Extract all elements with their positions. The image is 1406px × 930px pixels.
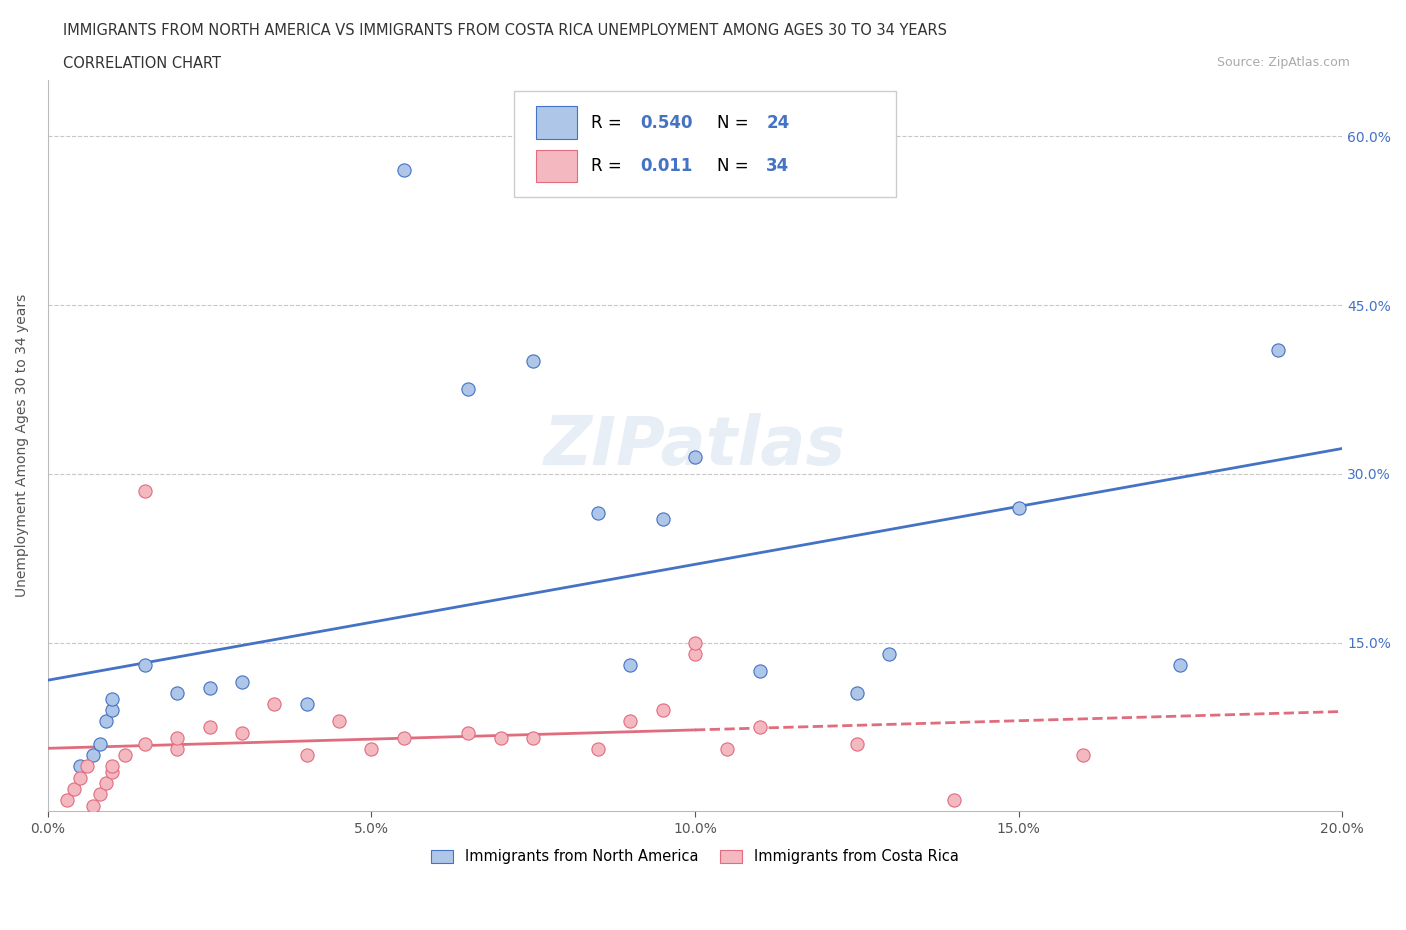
Point xyxy=(166,742,188,757)
Text: N =: N = xyxy=(717,157,754,176)
Point xyxy=(457,725,479,740)
Point xyxy=(231,725,253,740)
Text: ZIPatlas: ZIPatlas xyxy=(544,413,846,479)
Point xyxy=(683,646,706,661)
Point xyxy=(62,781,84,796)
Point xyxy=(134,484,156,498)
Text: R =: R = xyxy=(592,157,627,176)
Point xyxy=(295,748,318,763)
Point xyxy=(651,703,673,718)
Bar xyxy=(536,150,578,182)
Point xyxy=(877,646,900,661)
Point xyxy=(683,449,706,464)
FancyBboxPatch shape xyxy=(513,91,896,197)
Point xyxy=(89,737,111,751)
Point xyxy=(82,798,104,813)
Point xyxy=(360,742,382,757)
Point xyxy=(114,748,136,763)
Point xyxy=(845,685,868,700)
Point xyxy=(392,163,415,178)
Point xyxy=(166,731,188,746)
Point xyxy=(89,787,111,802)
Point xyxy=(619,714,641,729)
Point xyxy=(942,792,965,807)
Text: 34: 34 xyxy=(766,157,789,176)
Point xyxy=(586,506,609,521)
Point xyxy=(295,697,318,711)
Point xyxy=(76,759,98,774)
Point xyxy=(198,720,221,735)
Point xyxy=(748,720,770,735)
Point xyxy=(651,512,673,526)
Point xyxy=(748,663,770,678)
Point xyxy=(198,680,221,695)
Point xyxy=(489,731,512,746)
Point xyxy=(101,764,124,779)
Point xyxy=(82,748,104,763)
Point xyxy=(1170,658,1192,672)
Text: 24: 24 xyxy=(766,113,789,131)
Point xyxy=(101,759,124,774)
Point xyxy=(231,674,253,689)
Point xyxy=(101,703,124,718)
Text: 0.011: 0.011 xyxy=(641,157,693,176)
Text: IMMIGRANTS FROM NORTH AMERICA VS IMMIGRANTS FROM COSTA RICA UNEMPLOYMENT AMONG A: IMMIGRANTS FROM NORTH AMERICA VS IMMIGRA… xyxy=(63,23,948,38)
Point xyxy=(94,776,117,790)
Legend: Immigrants from North America, Immigrants from Costa Rica: Immigrants from North America, Immigrant… xyxy=(426,844,965,870)
Point xyxy=(586,742,609,757)
Text: R =: R = xyxy=(592,113,627,131)
Point xyxy=(101,691,124,706)
Point xyxy=(56,792,79,807)
Point xyxy=(716,742,738,757)
Point xyxy=(69,759,91,774)
Point xyxy=(1073,748,1095,763)
Point xyxy=(328,714,350,729)
Point xyxy=(522,354,544,369)
Text: N =: N = xyxy=(717,113,754,131)
Point xyxy=(457,382,479,397)
Point xyxy=(134,737,156,751)
Text: 0.540: 0.540 xyxy=(641,113,693,131)
Point xyxy=(94,714,117,729)
Point xyxy=(1267,342,1289,357)
Text: Source: ZipAtlas.com: Source: ZipAtlas.com xyxy=(1216,56,1350,69)
Point xyxy=(134,658,156,672)
Point xyxy=(845,737,868,751)
Point xyxy=(166,685,188,700)
Point xyxy=(522,731,544,746)
Point xyxy=(1007,500,1029,515)
Bar xyxy=(536,106,578,139)
Point xyxy=(619,658,641,672)
Point xyxy=(69,770,91,785)
Point xyxy=(392,731,415,746)
Point xyxy=(683,635,706,650)
Point xyxy=(263,697,285,711)
Text: CORRELATION CHART: CORRELATION CHART xyxy=(63,56,221,71)
Y-axis label: Unemployment Among Ages 30 to 34 years: Unemployment Among Ages 30 to 34 years xyxy=(15,294,30,597)
